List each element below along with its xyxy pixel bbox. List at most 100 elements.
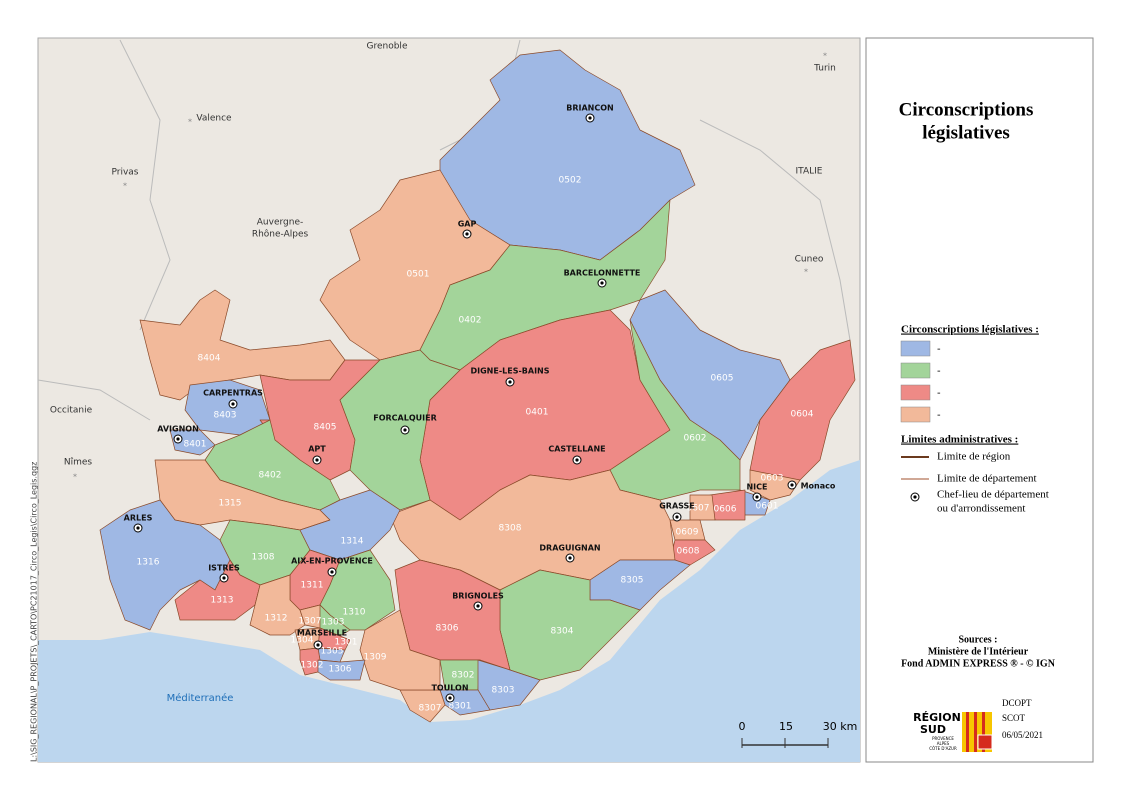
legend-label: - xyxy=(937,344,941,355)
district-code: 0602 xyxy=(684,434,707,444)
place-marker: * xyxy=(823,52,827,61)
district xyxy=(749,469,801,501)
city-dot-center xyxy=(600,281,604,285)
place-label: Valence xyxy=(196,114,232,124)
panel-title: Circonscriptions xyxy=(899,99,1034,120)
sea-label: Méditerranée xyxy=(167,692,234,704)
city-label: AIX-EN-PROVENCE xyxy=(291,557,373,566)
city-label: APT xyxy=(308,445,326,454)
district-code: 1311 xyxy=(301,581,324,591)
district-code: 8304 xyxy=(551,627,574,637)
place-label: Occitanie xyxy=(50,406,93,416)
city-dot-center xyxy=(755,495,759,499)
district-code: 1301 xyxy=(335,638,358,648)
district-code: 0606 xyxy=(714,505,737,515)
logo-small: PROVENCE xyxy=(932,736,954,741)
district-code: 8306 xyxy=(436,624,459,634)
district-code: 0402 xyxy=(459,316,482,326)
admin-label: Chef-lieu de département xyxy=(937,489,1049,501)
neighbor-border xyxy=(119,39,171,331)
city-dot-center xyxy=(465,232,469,236)
city-dot-center xyxy=(136,526,140,530)
place-label: Auvergne- xyxy=(257,218,303,228)
credits: SCOT xyxy=(1002,713,1026,723)
district-code: 8307 xyxy=(419,704,442,714)
legend-title: Circonscriptions législatives : xyxy=(901,324,1039,336)
place-label: Nîmes xyxy=(64,458,93,468)
city-dot-center xyxy=(675,515,679,519)
city-label: MARSEILLE xyxy=(297,629,347,638)
logo-small: CÔTE D'AZUR xyxy=(929,746,957,751)
district xyxy=(689,494,716,521)
city-label: BARCELONNETTE xyxy=(564,269,641,278)
city-dot-center xyxy=(790,483,794,487)
city-dot-center xyxy=(448,696,452,700)
city-dot-center xyxy=(508,380,512,384)
city-label: CASTELLANE xyxy=(548,445,605,454)
place-label: Cuneo xyxy=(795,255,824,265)
legend-swatch xyxy=(900,384,931,401)
legend-swatch xyxy=(900,340,931,357)
district-code: 0502 xyxy=(559,176,582,186)
capital-symbol-center xyxy=(913,495,917,499)
district-code: 1304 xyxy=(291,636,314,646)
district-code: 1312 xyxy=(265,614,288,624)
district-code: 8405 xyxy=(314,423,337,433)
map: 0502 0501 0402 0401 0605 0604 0602 0603 0601 0606… xyxy=(30,39,860,762)
city-label: AVIGNON xyxy=(157,425,199,434)
neighbor-border xyxy=(37,379,151,421)
legend-label: - xyxy=(937,388,941,399)
district-code: 8303 xyxy=(492,686,515,696)
district-code: 8308 xyxy=(499,524,522,534)
place-label: Rhône-Alpes xyxy=(252,229,309,240)
logo-stripe xyxy=(966,712,969,752)
city-label: FORCALQUIER xyxy=(373,414,436,423)
city-label: DRAGUIGNAN xyxy=(539,544,600,553)
district xyxy=(317,659,366,681)
district-code: 8404 xyxy=(198,354,221,364)
city-dot-center xyxy=(588,116,592,120)
panel-title: législatives xyxy=(922,122,1010,143)
place-marker: * xyxy=(188,118,192,127)
scale-label: 30 km xyxy=(823,720,858,733)
district-code: 1306 xyxy=(329,665,352,675)
city-dot-center xyxy=(176,437,180,441)
district xyxy=(749,339,856,481)
logo-stripe xyxy=(982,712,985,752)
district-code: 8402 xyxy=(259,471,282,481)
district-code: 1303 xyxy=(322,618,345,628)
neighbor-border xyxy=(699,119,851,341)
place-label: Turin xyxy=(813,64,836,74)
district xyxy=(339,349,461,511)
district-code: 0609 xyxy=(676,528,699,538)
sea xyxy=(38,460,860,762)
district-code: 1316 xyxy=(137,558,160,568)
district-code: 1314 xyxy=(341,537,364,547)
district-code: 0607 xyxy=(687,504,710,514)
admin-label: Limite de région xyxy=(937,451,1011,463)
district-code: 1310 xyxy=(343,608,366,618)
credits: 06/05/2021 xyxy=(1002,730,1043,740)
district-code: 1315 xyxy=(219,499,242,509)
district-code: 1308 xyxy=(252,553,275,563)
place-label: Privas xyxy=(112,168,139,178)
admin-label: ou d'arrondissement xyxy=(937,503,1025,515)
district xyxy=(174,559,261,621)
place-marker: * xyxy=(73,473,77,482)
logo-small: ALPES xyxy=(937,741,950,746)
district-code: 8305 xyxy=(621,576,644,586)
legend-swatch xyxy=(900,406,931,423)
admin-label: Limite de département xyxy=(937,473,1037,485)
district-code: 8302 xyxy=(452,671,475,681)
city-label: NICE xyxy=(746,483,767,492)
city-label: BRIANCON xyxy=(566,104,614,113)
sources: Sources : xyxy=(959,634,998,645)
district-code: 1302 xyxy=(301,661,324,671)
district-code: 0604 xyxy=(791,410,814,420)
city-label: CARPENTRAS xyxy=(203,389,263,398)
place-marker: * xyxy=(123,182,127,191)
city-dot-center xyxy=(575,458,579,462)
city-dot-center xyxy=(315,458,319,462)
